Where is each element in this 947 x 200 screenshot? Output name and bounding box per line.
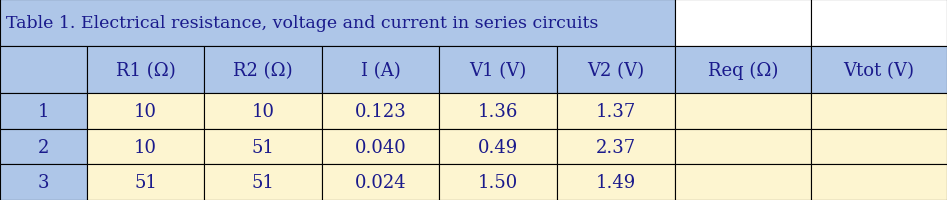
Bar [557,165,674,200]
Bar [0,165,87,200]
Text: 51: 51 [134,173,157,191]
Bar [674,0,811,47]
Text: V1 (V): V1 (V) [470,62,527,79]
Bar [87,47,205,94]
Text: 10: 10 [134,103,157,121]
Bar [674,129,811,165]
Bar [205,165,322,200]
Bar [87,94,205,129]
Bar [439,94,557,129]
Bar [811,47,947,94]
Bar [811,0,947,47]
Bar [322,47,439,94]
Text: V2 (V): V2 (V) [587,62,644,79]
Bar [205,129,322,165]
Text: Table 1. Electrical resistance, voltage and current in series circuits: Table 1. Electrical resistance, voltage … [6,15,599,32]
Bar [439,129,557,165]
Bar [322,165,439,200]
Bar [557,47,674,94]
Text: 3: 3 [38,173,49,191]
Text: 0.123: 0.123 [355,103,406,121]
Bar [439,47,557,94]
Text: Req (Ω): Req (Ω) [707,61,777,80]
Bar [674,165,811,200]
Bar [205,94,322,129]
Text: 51: 51 [252,138,275,156]
Text: 1: 1 [38,103,49,121]
Bar [811,129,947,165]
Bar [811,94,947,129]
Bar [205,47,322,94]
Text: 51: 51 [252,173,275,191]
Text: R1 (Ω): R1 (Ω) [116,62,175,79]
Text: 0.040: 0.040 [355,138,406,156]
Bar [87,129,205,165]
Bar [557,94,674,129]
Text: 1.37: 1.37 [596,103,636,121]
Text: R2 (Ω): R2 (Ω) [233,62,293,79]
Text: 2: 2 [38,138,49,156]
Text: 0.024: 0.024 [355,173,406,191]
Text: 1.49: 1.49 [596,173,636,191]
Text: 1.50: 1.50 [478,173,518,191]
Bar [0,0,674,47]
Text: 0.49: 0.49 [478,138,518,156]
Text: 2.37: 2.37 [596,138,636,156]
Bar [87,165,205,200]
Text: I (A): I (A) [361,62,401,79]
Bar [0,47,87,94]
Bar [674,94,811,129]
Bar [0,94,87,129]
Bar [322,129,439,165]
Text: 1.36: 1.36 [478,103,518,121]
Text: Vtot (V): Vtot (V) [844,62,915,79]
Bar [322,94,439,129]
Bar [557,129,674,165]
Text: 10: 10 [134,138,157,156]
Bar [811,165,947,200]
Bar [674,47,811,94]
Bar [0,129,87,165]
Text: 10: 10 [252,103,275,121]
Bar [439,165,557,200]
